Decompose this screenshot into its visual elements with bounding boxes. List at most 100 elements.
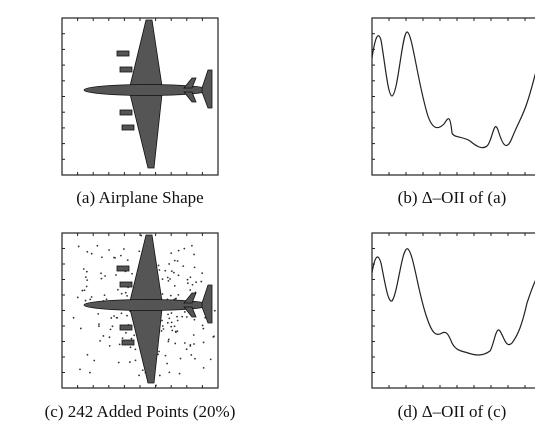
noise-point bbox=[173, 284, 176, 287]
noise-point bbox=[193, 318, 196, 321]
noise-point bbox=[190, 354, 193, 356]
noise-point bbox=[82, 268, 85, 270]
noise-point bbox=[138, 250, 141, 253]
noise-point bbox=[164, 269, 167, 272]
noise-point bbox=[140, 234, 143, 237]
noise-point bbox=[167, 313, 169, 316]
frame bbox=[371, 232, 535, 389]
panel-a bbox=[61, 17, 219, 176]
noise-point bbox=[185, 316, 188, 318]
panel-d bbox=[371, 232, 535, 389]
noise-point bbox=[86, 250, 89, 253]
noise-point bbox=[124, 291, 127, 294]
noise-point bbox=[98, 323, 100, 325]
noise-point bbox=[202, 327, 205, 330]
noise-point bbox=[158, 269, 161, 271]
noise-point bbox=[189, 344, 192, 346]
noise-point bbox=[174, 331, 177, 334]
noise-point bbox=[178, 372, 181, 375]
noise-point bbox=[166, 321, 169, 324]
noise-point bbox=[167, 279, 170, 282]
noise-point bbox=[183, 311, 186, 313]
noise-point bbox=[108, 344, 111, 347]
noise-point bbox=[157, 353, 159, 356]
noise-point bbox=[123, 248, 125, 250]
noise-point bbox=[162, 328, 165, 330]
noise-point bbox=[168, 371, 171, 374]
caption: (d) Δ–OII of (c) bbox=[398, 402, 507, 421]
noise-point bbox=[90, 252, 93, 255]
noise-point bbox=[116, 316, 119, 319]
noise-point bbox=[166, 362, 169, 365]
noise-point bbox=[166, 276, 169, 279]
noise-point bbox=[174, 342, 177, 345]
noise-point bbox=[100, 277, 103, 280]
noise-point bbox=[126, 259, 129, 262]
noise-point bbox=[170, 325, 173, 328]
noise-point bbox=[167, 340, 170, 343]
noise-point bbox=[167, 338, 170, 341]
noise-point bbox=[125, 331, 127, 334]
noise-point bbox=[99, 339, 101, 342]
noise-point bbox=[89, 298, 92, 301]
noise-point bbox=[113, 256, 115, 259]
noise-point bbox=[84, 276, 87, 279]
noise-point bbox=[168, 317, 171, 320]
noise-point bbox=[169, 278, 171, 280]
noise-point bbox=[177, 249, 180, 252]
caption: (a) Airplane Shape bbox=[76, 188, 203, 207]
noise-point bbox=[175, 297, 177, 300]
noise-point bbox=[83, 289, 86, 292]
noise-point bbox=[109, 328, 112, 331]
noise-point bbox=[186, 278, 189, 281]
noise-point bbox=[202, 341, 205, 344]
noise-point bbox=[133, 334, 136, 337]
noise-point bbox=[110, 317, 113, 319]
caption: (b) Δ–OII of (a) bbox=[398, 188, 507, 207]
noise-point bbox=[85, 270, 88, 273]
airplane bbox=[83, 234, 213, 384]
noise-point bbox=[170, 270, 173, 273]
noise-point bbox=[177, 274, 180, 277]
noise-point bbox=[119, 254, 122, 257]
noise-point bbox=[141, 369, 144, 372]
noise-point bbox=[97, 313, 100, 315]
noise-point bbox=[161, 278, 164, 281]
noise-point bbox=[129, 346, 132, 349]
noise-point bbox=[172, 271, 175, 274]
noise-point bbox=[118, 343, 121, 346]
noise-point bbox=[84, 299, 87, 302]
noise-point bbox=[171, 329, 174, 332]
noise-point bbox=[161, 293, 164, 295]
noise-point bbox=[201, 272, 204, 275]
noise-point bbox=[157, 264, 160, 267]
curve bbox=[371, 31, 535, 149]
noise-point bbox=[134, 348, 137, 351]
noise-point bbox=[200, 280, 203, 283]
noise-point bbox=[186, 282, 189, 285]
noise-point bbox=[102, 335, 105, 337]
noise-point bbox=[103, 294, 106, 297]
noise-point bbox=[160, 330, 163, 332]
noise-point bbox=[121, 337, 124, 340]
noise-point bbox=[161, 319, 163, 322]
noise-point bbox=[104, 275, 106, 277]
noise-point bbox=[108, 249, 110, 251]
noise-point bbox=[81, 289, 84, 292]
noise-point bbox=[158, 374, 161, 377]
noise-point bbox=[213, 309, 216, 312]
noise-point bbox=[86, 279, 89, 282]
noise-point bbox=[176, 315, 178, 318]
noise-point bbox=[113, 315, 115, 317]
noise-point bbox=[115, 274, 117, 276]
noise-point bbox=[158, 350, 160, 353]
noise-point bbox=[100, 272, 102, 275]
noise-point bbox=[183, 247, 186, 250]
panel-c bbox=[61, 232, 219, 389]
caption: (c) 242 Added Points (20%) bbox=[45, 402, 236, 421]
noise-point bbox=[79, 327, 82, 330]
noise-point bbox=[120, 292, 123, 295]
noise-point bbox=[179, 357, 182, 360]
noise-point bbox=[130, 337, 133, 340]
